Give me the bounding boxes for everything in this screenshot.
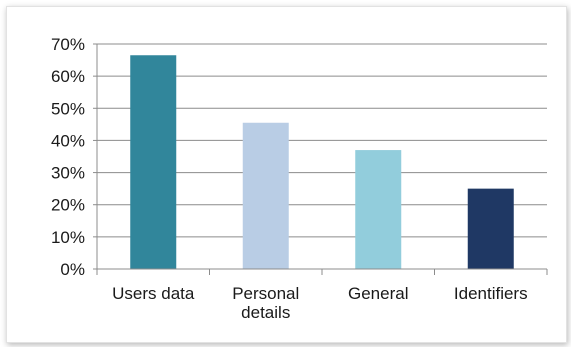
bar [242,122,289,269]
y-tick-label: 60% [51,67,85,86]
x-category-label-line: Personal [232,284,299,303]
bars [130,55,514,269]
x-category-label: Personal details [232,284,299,322]
bar [467,188,514,269]
y-tick-label: 20% [51,196,85,215]
y-tick-label: 70% [51,35,85,54]
y-tick-label: 30% [51,164,85,183]
x-category-label: General [348,284,408,303]
x-category-label-line: Users data [112,284,195,303]
x-category-label-line: details [241,303,290,322]
labels: 0% 10% 20% 30% 40% 50% 60% 70% Users data Persona… [51,35,528,322]
bar [355,150,402,269]
x-category-label: Users data [112,284,195,303]
y-tick-label: 50% [51,99,85,118]
x-category-label-line: Identifiers [454,284,528,303]
y-tick-label: 40% [51,131,85,150]
chart-frame: 0% 10% 20% 30% 40% 50% 60% 70% Users data Persona… [6,6,567,343]
x-category-label-line: General [348,284,408,303]
x-category-label: Identifiers [454,284,528,303]
axes [93,43,548,275]
bar [130,55,177,269]
y-tick-label: 0% [60,260,85,279]
bar-chart: 0% 10% 20% 30% 40% 50% 60% 70% Users data Persona… [51,35,548,322]
y-tick-label: 10% [51,228,85,247]
